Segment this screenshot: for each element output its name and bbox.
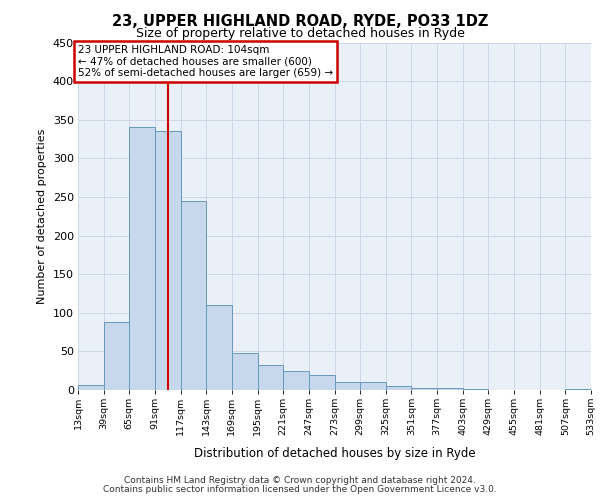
Y-axis label: Number of detached properties: Number of detached properties [37,128,47,304]
Bar [283,370,309,390]
Bar [104,322,130,390]
X-axis label: Distribution of detached houses by size in Ryde: Distribution of detached houses by size … [194,446,475,460]
Bar [463,389,488,390]
Bar [335,382,360,390]
Bar [78,386,104,390]
Bar [565,389,591,390]
Bar [309,374,335,390]
Text: Size of property relative to detached houses in Ryde: Size of property relative to detached ho… [136,28,464,40]
Text: 23 UPPER HIGHLAND ROAD: 104sqm
← 47% of detached houses are smaller (600)
52% of: 23 UPPER HIGHLAND ROAD: 104sqm ← 47% of … [78,45,333,78]
Text: Contains public sector information licensed under the Open Government Licence v3: Contains public sector information licen… [103,484,497,494]
Bar [412,388,437,390]
Bar [181,201,206,390]
Text: Contains HM Land Registry data © Crown copyright and database right 2024.: Contains HM Land Registry data © Crown c… [124,476,476,485]
Bar [232,353,257,390]
Text: 23, UPPER HIGHLAND ROAD, RYDE, PO33 1DZ: 23, UPPER HIGHLAND ROAD, RYDE, PO33 1DZ [112,14,488,29]
Bar [257,366,283,390]
Bar [437,388,463,390]
Bar [130,128,155,390]
Bar [360,382,386,390]
Bar [155,132,181,390]
Bar [386,386,412,390]
Bar [206,305,232,390]
